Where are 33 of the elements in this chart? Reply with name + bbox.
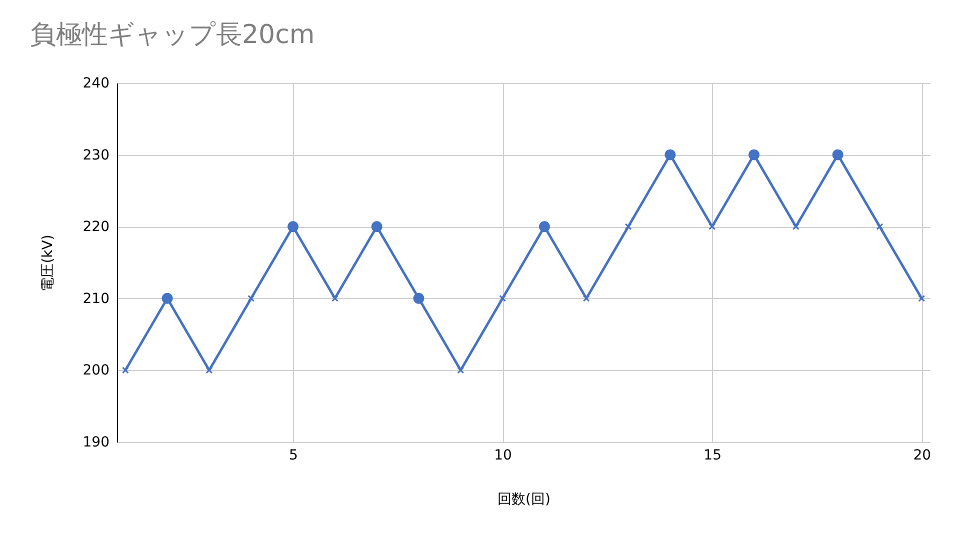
point [206, 366, 213, 374]
point [248, 294, 255, 302]
point [288, 221, 298, 232]
point [792, 223, 800, 230]
point [122, 366, 129, 374]
x-tick-label: 15 [704, 448, 722, 464]
point [582, 294, 590, 302]
point [499, 294, 506, 302]
y-tick-label: 220 [82, 219, 110, 236]
y-axis-title: 電圧(kV) [40, 234, 56, 292]
point [664, 149, 676, 160]
x-tick-label: 20 [913, 448, 932, 464]
point [708, 223, 716, 230]
x-tick-label: 5 [289, 448, 298, 464]
point [918, 294, 926, 302]
point [748, 149, 760, 160]
point [876, 223, 884, 230]
y-tick-label: 240 [82, 76, 110, 92]
y-tick-label: 190 [82, 434, 110, 450]
point [331, 294, 338, 302]
point [624, 223, 632, 230]
point [413, 292, 424, 304]
x-tick-label: 10 [494, 448, 512, 464]
x-axis-title: 回数(回) [498, 492, 550, 508]
y-tick-label: 210 [82, 290, 110, 307]
point [832, 149, 844, 160]
chart-title: 負極性ギャップ長20cm [30, 20, 315, 50]
point [371, 221, 382, 232]
y-tick-label: 200 [82, 362, 110, 379]
point [457, 366, 464, 374]
point [162, 292, 173, 304]
point [538, 221, 550, 232]
y-tick-label: 230 [82, 147, 110, 164]
